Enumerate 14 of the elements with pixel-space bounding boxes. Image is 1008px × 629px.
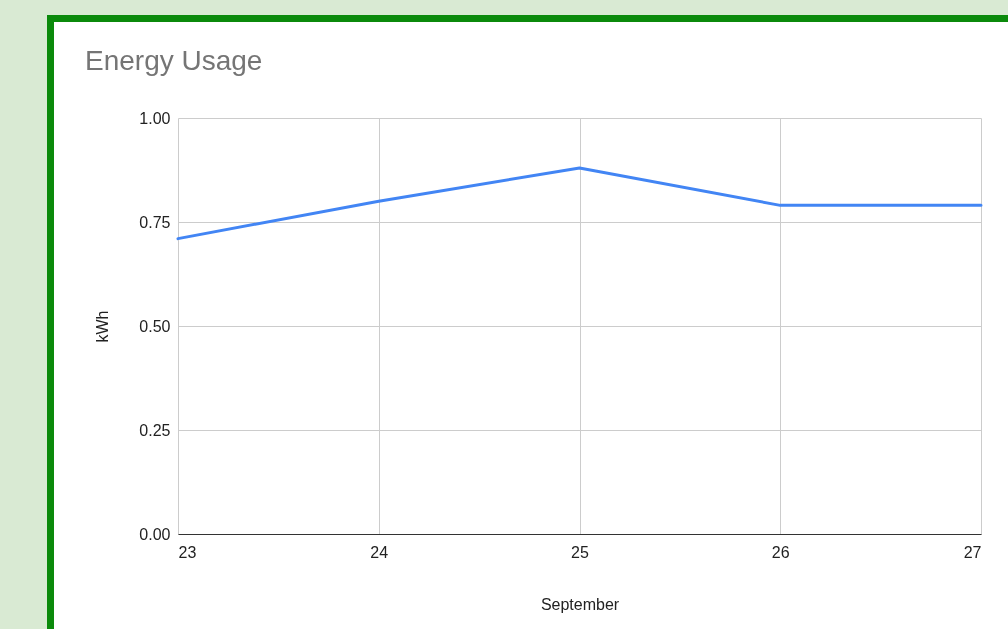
y-tick-label: 0.00 — [139, 525, 171, 543]
y-tick-label: 0.25 — [139, 421, 171, 439]
y-tick-label: 1.00 — [139, 109, 171, 127]
y-tick-label: 0.75 — [139, 213, 171, 231]
y-axis-title: kWh — [94, 310, 112, 343]
y-tick-label: 0.50 — [139, 317, 171, 335]
line-series — [176, 166, 983, 241]
chart-title: Energy Usage — [85, 45, 263, 76]
x-tick-label: 25 — [571, 543, 589, 561]
x-tick-label: 26 — [771, 543, 790, 561]
x-tick-label: 24 — [370, 543, 389, 561]
x-tick-label: 27 — [963, 543, 982, 561]
x-axis-title: September — [540, 595, 620, 613]
x-tick-label: 23 — [178, 543, 197, 561]
